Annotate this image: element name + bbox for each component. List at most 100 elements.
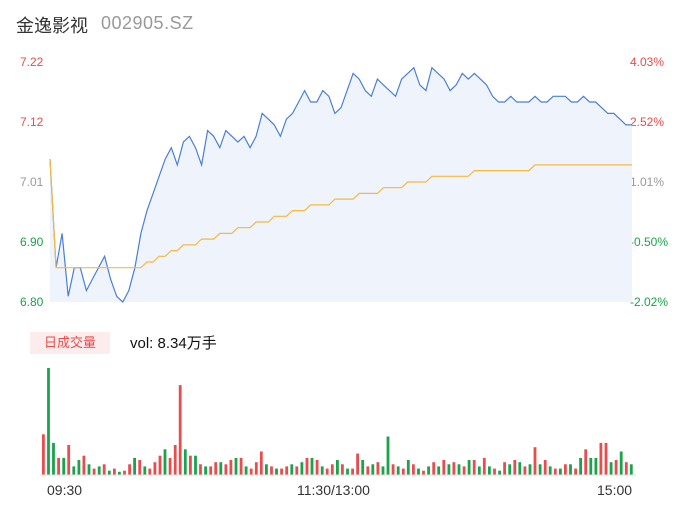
x-tick-label: 11:30/13:00 bbox=[297, 482, 370, 498]
volume-bar bbox=[442, 460, 446, 475]
volume-bar bbox=[336, 460, 339, 475]
volume-bar bbox=[330, 464, 334, 475]
volume-bar bbox=[194, 455, 197, 475]
volume-bar bbox=[422, 470, 425, 475]
volume-bar bbox=[214, 462, 218, 475]
volume-bar bbox=[107, 470, 111, 475]
volume-bar bbox=[346, 468, 349, 475]
volume-bar bbox=[341, 464, 344, 475]
volume-bar bbox=[594, 457, 598, 475]
volume-bar bbox=[178, 385, 182, 475]
volume-bar bbox=[52, 442, 55, 475]
pct-tick-label: 2.52% bbox=[630, 115, 665, 129]
volume-bar bbox=[564, 464, 567, 475]
volume-bar bbox=[553, 468, 557, 475]
y-tick-label: 6.80 bbox=[20, 295, 44, 309]
volume-bar bbox=[153, 462, 157, 475]
volume-bar bbox=[584, 449, 588, 475]
volume-bar bbox=[254, 462, 258, 475]
volume-bar bbox=[579, 457, 582, 475]
volume-bar bbox=[113, 468, 116, 475]
volume-bar bbox=[239, 457, 243, 475]
volume-bar bbox=[574, 468, 577, 475]
volume-bar bbox=[629, 464, 633, 475]
pct-tick-label: -0.50% bbox=[630, 235, 669, 249]
volume-bar bbox=[366, 466, 370, 475]
average-price-line bbox=[49, 159, 632, 269]
volume-bar bbox=[82, 455, 86, 475]
volume-bar bbox=[158, 455, 162, 475]
volume-bar bbox=[477, 466, 481, 475]
volume-bar bbox=[57, 457, 60, 475]
volume-bar bbox=[396, 466, 400, 475]
volume-bar bbox=[417, 468, 420, 475]
volume-bar bbox=[224, 464, 228, 475]
volume-bar bbox=[290, 464, 294, 475]
tab-daily-volume[interactable]: 日成交量 bbox=[30, 332, 110, 354]
volume-bar bbox=[518, 462, 522, 475]
volume-bar bbox=[412, 464, 415, 475]
volume-bar bbox=[351, 468, 354, 475]
volume-bar bbox=[173, 445, 177, 475]
volume-bar bbox=[406, 460, 410, 475]
volume-bar bbox=[183, 449, 187, 475]
volume-bar bbox=[280, 468, 283, 475]
volume-bar bbox=[513, 460, 517, 475]
volume-bar bbox=[533, 447, 537, 475]
volume-bar bbox=[143, 466, 147, 475]
volume-bar bbox=[569, 464, 572, 475]
volume-bar bbox=[315, 460, 319, 475]
volume-bar bbox=[219, 462, 223, 475]
volume-bar bbox=[447, 464, 451, 475]
volume-bar bbox=[148, 468, 152, 475]
x-tick-label: 15:00 bbox=[597, 482, 633, 498]
volume-bar bbox=[619, 451, 623, 475]
volume-bar bbox=[275, 468, 278, 475]
volume-bar bbox=[472, 460, 476, 475]
volume-bar bbox=[310, 457, 314, 475]
volume-bar bbox=[543, 460, 547, 475]
y-tick-label: 7.01 bbox=[20, 175, 44, 189]
volume-bar bbox=[138, 460, 142, 475]
volume-bar bbox=[548, 466, 552, 475]
volume-bar bbox=[128, 464, 131, 475]
volume-bar bbox=[325, 468, 329, 475]
volume-bar bbox=[285, 466, 289, 475]
volume-bar bbox=[452, 462, 456, 475]
volume-bar bbox=[87, 464, 91, 475]
volume-bar bbox=[47, 368, 50, 475]
volume-bar bbox=[523, 466, 527, 475]
volume-bar bbox=[599, 442, 603, 475]
volume-bar bbox=[432, 462, 436, 475]
volume-bar bbox=[123, 470, 126, 475]
volume-bar bbox=[493, 468, 496, 475]
volume-bar bbox=[482, 457, 486, 475]
price-line bbox=[49, 66, 632, 303]
volume-bar bbox=[234, 457, 238, 475]
volume-bar bbox=[77, 460, 81, 475]
volume-bar bbox=[589, 457, 593, 475]
volume-bar bbox=[62, 457, 66, 475]
volume-bar bbox=[168, 457, 172, 475]
volume-bar bbox=[401, 468, 405, 475]
volume-readout: vol: 8.34万手 bbox=[130, 335, 217, 352]
volume-bar bbox=[457, 464, 461, 475]
volume-bar bbox=[559, 468, 562, 475]
volume-bar bbox=[508, 464, 512, 475]
volume-bar bbox=[538, 464, 542, 475]
volume-bar bbox=[624, 462, 628, 475]
volume-bar bbox=[386, 436, 390, 475]
x-tick-label: 09:30 bbox=[47, 482, 83, 498]
volume-bar bbox=[229, 460, 233, 475]
volume-bar bbox=[199, 464, 202, 475]
volume-bar bbox=[498, 470, 501, 475]
volume-bar bbox=[427, 466, 430, 475]
price-area-fill bbox=[50, 67, 632, 302]
volume-bar bbox=[259, 451, 263, 475]
volume-bar bbox=[209, 466, 213, 475]
volume-bar bbox=[467, 460, 471, 475]
volume-bar bbox=[300, 462, 304, 475]
stock-name: 金逸影视 bbox=[16, 16, 88, 36]
volume-bar bbox=[320, 466, 324, 475]
